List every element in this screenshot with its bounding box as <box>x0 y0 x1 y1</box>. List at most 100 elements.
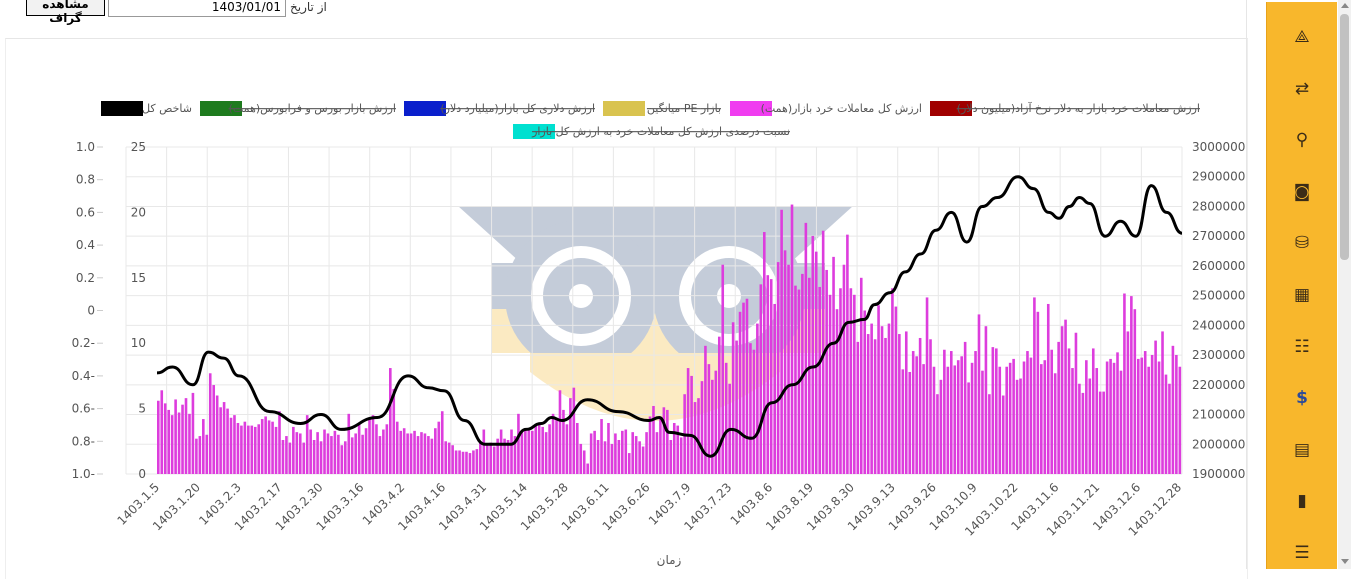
retail-trade-bar <box>1123 293 1126 474</box>
retail-trade-bar <box>977 314 981 474</box>
retail-trade-bar <box>846 234 849 474</box>
retail-trade-bar <box>524 429 527 474</box>
retail-trade-bar <box>1074 332 1078 474</box>
left-outer-axis-tick-label: 1.0- <box>72 467 95 481</box>
analysis-icon[interactable]: ⟁ <box>1294 27 1310 47</box>
book-icon[interactable]: ▤ <box>1293 439 1311 460</box>
map-icon[interactable]: ▦ <box>1293 285 1311 305</box>
retail-trade-bar <box>915 356 918 474</box>
retail-trade-bar <box>479 442 482 474</box>
retail-trade-bar <box>638 441 641 474</box>
retail-trade-bar <box>607 422 610 474</box>
retail-trade-bar <box>295 432 299 474</box>
left-inner-axis-tick-label: 5 <box>138 402 146 416</box>
retail-trade-bar <box>610 443 614 474</box>
retail-trade-bar <box>569 398 572 474</box>
retail-trade-bar <box>1126 331 1130 474</box>
show-graph-button[interactable]: مشاهده گراف <box>26 0 105 25</box>
retail-trade-bar <box>316 432 319 474</box>
retail-trade-bar <box>1164 374 1168 474</box>
left-outer-axis-tick-label: 1.0 <box>76 140 95 154</box>
scroll-thumb[interactable] <box>1340 14 1349 260</box>
page-scrollbar[interactable] <box>1338 0 1351 569</box>
dollar-icon[interactable]: $ <box>1296 388 1308 409</box>
chart-legend[interactable]: شاخص کل ارزش بازار بورس و فرابورس(همت) ارز… <box>101 101 1200 139</box>
retail-trade-bar <box>901 369 905 474</box>
retail-trade-bar <box>1130 296 1133 474</box>
database-gear-icon[interactable]: ⛁ <box>1294 233 1310 254</box>
legend-label: ارزش دلاری کل بازار(میلیارد دلار) <box>440 102 595 115</box>
retail-trade-bar <box>357 422 361 474</box>
right-axis-tick-label: 2700000 <box>1192 229 1245 243</box>
from-date-input[interactable] <box>108 0 286 17</box>
retail-trade-bar <box>1161 331 1164 474</box>
retail-trade-bar <box>350 437 354 474</box>
retail-trade-bar <box>773 303 776 474</box>
retail-trade-bar <box>215 395 219 474</box>
retail-trade-bar <box>174 399 177 474</box>
retail-trade-bar <box>586 463 589 474</box>
retail-trade-bar <box>423 433 427 474</box>
right-axis-tick-label: 2900000 <box>1192 170 1245 184</box>
retail-trade-bar <box>672 422 676 474</box>
retail-trade-bar <box>814 251 818 474</box>
retail-trade-bar <box>537 422 541 474</box>
legend-swatch <box>200 101 242 116</box>
retail-trade-bar <box>1091 348 1095 474</box>
retail-trade-bar <box>645 432 648 474</box>
retail-trade-bar <box>1050 349 1054 474</box>
retail-trade-bar <box>181 404 184 474</box>
right-axis-tick-label: 2100000 <box>1192 408 1245 422</box>
retail-trade-bar <box>1157 361 1161 474</box>
retail-trade-bar <box>721 264 725 474</box>
retail-trade-bar <box>482 429 486 474</box>
retail-trade-bar <box>392 388 396 474</box>
retail-trade-bar <box>776 262 780 474</box>
scroll-up-arrow-icon[interactable] <box>1341 3 1349 8</box>
retail-trade-bar <box>492 446 496 474</box>
chart-panel <box>5 38 1248 579</box>
retail-trade-bar <box>627 453 631 474</box>
retail-trade-bar <box>375 424 378 474</box>
left-outer-axis-tick-label: 0.4 <box>76 238 95 252</box>
retail-trade-bar <box>406 433 409 474</box>
retail-trade-bar <box>1040 364 1043 474</box>
scroll-down-arrow-icon[interactable] <box>1341 559 1349 564</box>
retail-trade-bar <box>759 284 763 474</box>
retail-trade-bar <box>1116 352 1119 474</box>
left-outer-axis-tick-label: 0.6 <box>76 205 95 219</box>
retail-trade-bar <box>354 433 357 474</box>
user-card-icon[interactable]: ☷ <box>1294 336 1310 357</box>
retail-trade-bar <box>1078 383 1081 474</box>
retail-trade-bar <box>260 419 264 474</box>
retail-trade-bar <box>576 422 579 474</box>
retail-trade-bar <box>229 417 233 474</box>
legend-swatch <box>603 101 645 116</box>
retail-trade-bar <box>808 277 811 474</box>
retail-trade-bar <box>177 412 181 474</box>
search-icon[interactable]: ⚲ <box>1295 130 1309 151</box>
retail-trade-bar <box>285 436 288 474</box>
retail-trade-bar <box>510 429 513 474</box>
left-outer-axis-tick-label: 0 <box>87 304 95 318</box>
retail-trade-bar <box>195 438 198 474</box>
dollar-exchange-icon[interactable]: ⇄ <box>1294 78 1310 99</box>
left-outer-axis-tick-label: 0.8 <box>76 173 95 187</box>
right-axis-tick-label: 2400000 <box>1192 318 1245 332</box>
retail-trade-bar <box>157 400 160 474</box>
panel-divider <box>1246 0 1247 569</box>
sliders-icon[interactable]: ☰ <box>1294 543 1310 563</box>
retail-trade-bar <box>1168 383 1171 474</box>
retail-trade-bar <box>891 288 894 474</box>
retail-trade-bar <box>302 442 306 474</box>
retail-trade-bar <box>378 436 382 474</box>
retail-trade-bar <box>250 425 254 474</box>
left-outer-axis-tick-label: 0.4- <box>72 369 95 383</box>
retail-trade-bar <box>707 364 711 474</box>
retail-trade-bar <box>364 428 368 474</box>
bar-chart-icon[interactable]: ▮ <box>1297 491 1307 512</box>
retail-trade-bar <box>420 432 423 474</box>
legend-label: شاخص کل <box>142 102 192 115</box>
retail-trade-bar <box>911 351 915 474</box>
watch-icon[interactable]: ◙ <box>1293 181 1311 202</box>
